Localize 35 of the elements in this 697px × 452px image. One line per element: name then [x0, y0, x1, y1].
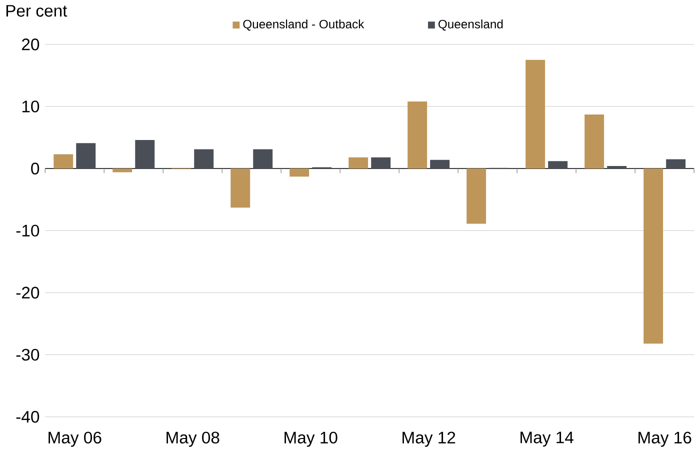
y-tick-label: 20: [22, 38, 40, 50]
x-tick-label: May 10: [284, 432, 338, 447]
bar: [135, 140, 155, 169]
bar: [76, 143, 96, 169]
bar: [54, 154, 74, 169]
y-tick-label: -40: [16, 410, 40, 423]
bar: [253, 149, 273, 169]
bar: [290, 168, 310, 177]
bar: [666, 159, 686, 169]
bar: [644, 168, 664, 344]
bar: [466, 168, 486, 224]
bar: [230, 168, 250, 208]
y-axis-title: Per cent: [6, 5, 68, 17]
x-tick-label: May 08: [166, 432, 220, 447]
legend-label: Queensland: [438, 20, 503, 31]
y-tick-label: -10: [16, 224, 40, 237]
bar: [584, 114, 604, 169]
x-tick-label: May 16: [638, 432, 692, 447]
bar: [548, 161, 568, 169]
bar: [526, 60, 546, 169]
y-tick-label: -20: [16, 286, 40, 299]
bar: [430, 160, 450, 169]
bar: [112, 168, 132, 172]
bar: [371, 157, 391, 169]
y-tick-label: 10: [22, 100, 40, 112]
bar: [194, 149, 214, 169]
bar: [408, 102, 428, 169]
x-tick-label: May 12: [402, 432, 456, 447]
y-tick-label: -30: [16, 348, 40, 361]
y-tick-label: 0: [31, 162, 40, 175]
legend-label: Queensland - Outback: [243, 20, 364, 31]
x-tick-label: May 14: [520, 432, 574, 447]
bar: [607, 166, 627, 169]
bar: [348, 157, 368, 169]
x-tick-label: May 06: [48, 432, 102, 447]
